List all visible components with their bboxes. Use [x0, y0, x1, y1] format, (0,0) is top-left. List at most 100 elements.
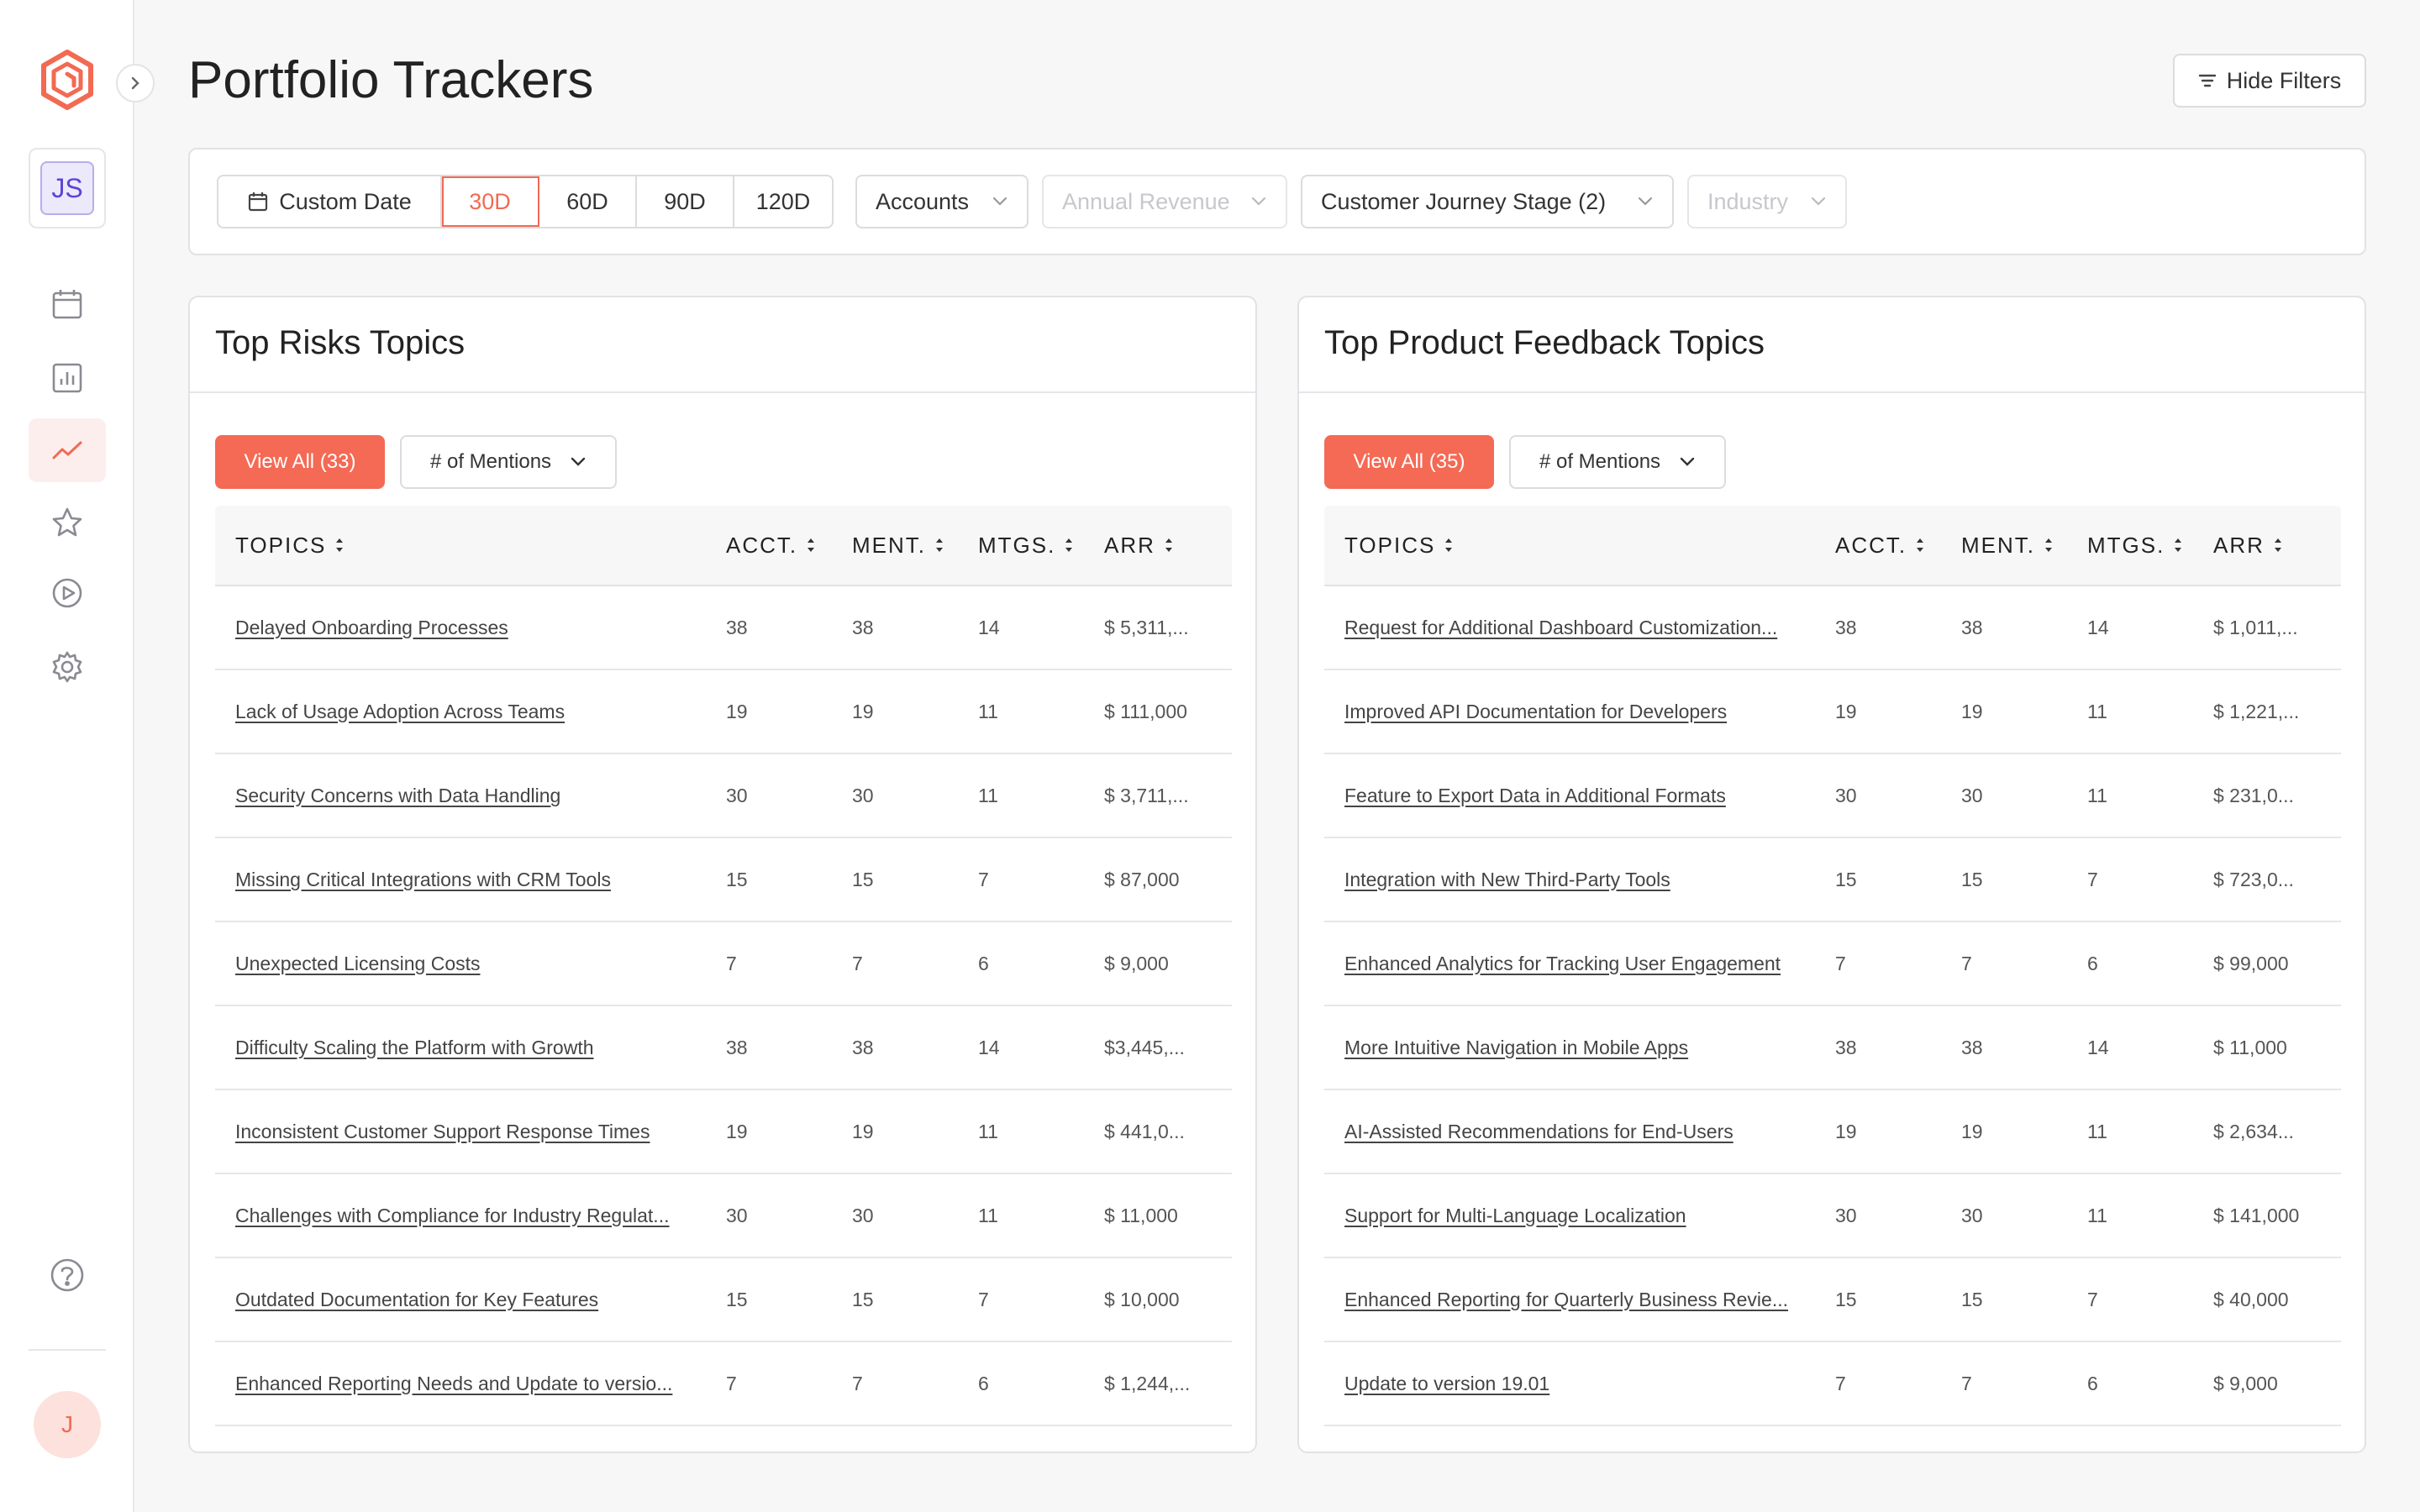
column-header-ment[interactable]: MENT. — [852, 533, 978, 559]
table-cell: Missing Critical Integrations with CRM T… — [215, 869, 726, 891]
topic-link[interactable]: Improved API Documentation for Developer… — [1344, 700, 1728, 722]
nav-calendar[interactable] — [29, 272, 106, 336]
ment-cell: 19 — [1961, 700, 1983, 722]
topic-link[interactable]: Update to version 19.01 — [1344, 1372, 1550, 1394]
table-cell: 30 — [1835, 1205, 1961, 1227]
topic-link[interactable]: More Intuitive Navigation in Mobile Apps — [1344, 1036, 1689, 1058]
table-cell: Request for Additional Dashboard Customi… — [1324, 617, 1835, 639]
table-cell: AI-Assisted Recommendations for End-User… — [1324, 1121, 1835, 1143]
nav-settings[interactable] — [29, 635, 106, 699]
table-row: Update to version 19.01 7 7 6 $ 9,000 — [1324, 1342, 2341, 1426]
topic-link[interactable]: Security Concerns with Data Handling — [235, 784, 561, 806]
table-cell: 30 — [726, 1205, 852, 1227]
mtgs-cell: 6 — [2087, 952, 2098, 974]
topic-link[interactable]: Delayed Onboarding Processes — [235, 616, 508, 638]
column-header-topics[interactable]: TOPICS — [215, 533, 726, 559]
accounts-label: Accounts — [876, 188, 970, 214]
table-cell: $ 1,221,... — [2213, 701, 2341, 723]
column-header-acct[interactable]: ACCT. — [726, 533, 852, 559]
journey-stage-dropdown[interactable]: Customer Journey Stage (2) — [1301, 175, 1674, 228]
topic-link[interactable]: AI-Assisted Recommendations for End-User… — [1344, 1120, 1733, 1142]
range-60d-button[interactable]: 60D — [539, 176, 637, 227]
column-label: MTGS. — [2087, 532, 2165, 558]
arr-cell: $ 40,000 — [2213, 1288, 2289, 1310]
table-cell: 7 — [1961, 953, 2087, 975]
table-cell: $ 87,000 — [1104, 869, 1232, 891]
sidebar-divider — [29, 1349, 106, 1351]
column-header-mtgs[interactable]: MTGS. — [2087, 533, 2213, 559]
column-header-acct[interactable]: ACCT. — [1835, 533, 1961, 559]
nav-favorites[interactable] — [29, 491, 106, 554]
table-row: Security Concerns with Data Handling 30 30… — [215, 754, 1232, 838]
risks-view-all-button[interactable]: View All (33) — [215, 435, 385, 489]
topic-link[interactable]: Challenges with Compliance for Industry … — [235, 1204, 670, 1226]
column-header-topics[interactable]: TOPICS — [1324, 533, 1835, 559]
ment-cell: 19 — [852, 700, 874, 722]
hide-filters-button[interactable]: Hide Filters — [2173, 54, 2366, 108]
topic-link[interactable]: Enhanced Reporting Needs and Update to v… — [235, 1372, 673, 1394]
column-header-arr[interactable]: ARR — [2213, 533, 2341, 559]
range-90d-button[interactable]: 90D — [637, 176, 734, 227]
table-cell: Enhanced Reporting Needs and Update to v… — [215, 1373, 726, 1395]
arr-cell: $ 87,000 — [1104, 868, 1180, 890]
table-cell: 15 — [726, 1289, 852, 1311]
sort-icon — [1917, 538, 1924, 552]
arr-cell: $ 231,0... — [2213, 784, 2294, 806]
table-cell: $ 723,0... — [2213, 869, 2341, 891]
chevron-down-icon — [571, 457, 586, 466]
table-row: Difficulty Scaling the Platform with Gro… — [215, 1006, 1232, 1090]
sidebar: JS — [0, 0, 134, 1512]
sort-icon — [2175, 538, 2182, 552]
ment-cell: 38 — [852, 1036, 874, 1058]
feedback-metric-dropdown[interactable]: # of Mentions — [1509, 435, 1726, 489]
table-row: Lack of Usage Adoption Across Teams 19 19 1… — [215, 670, 1232, 754]
nav-recordings[interactable] — [29, 561, 106, 625]
industry-dropdown[interactable]: Industry — [1687, 175, 1847, 228]
nav-reports[interactable] — [29, 346, 106, 410]
table-cell: Update to version 19.01 — [1324, 1373, 1835, 1395]
topic-link[interactable]: Integration with New Third-Party Tools — [1344, 868, 1670, 890]
nav-trackers[interactable] — [29, 418, 106, 482]
expand-sidebar-button[interactable] — [116, 64, 155, 102]
accounts-dropdown[interactable]: Accounts — [855, 175, 1028, 228]
table-row: Enhanced Analytics for Tracking User Eng… — [1324, 922, 2341, 1006]
table-cell: 19 — [1835, 701, 1961, 723]
annual-revenue-dropdown[interactable]: Annual Revenue — [1042, 175, 1287, 228]
table-cell: Security Concerns with Data Handling — [215, 785, 726, 807]
range-120d-button[interactable]: 120D — [755, 188, 811, 214]
topic-link[interactable]: Lack of Usage Adoption Across Teams — [235, 700, 566, 722]
feedback-view-all-button[interactable]: View All (35) — [1324, 435, 1494, 489]
table-cell: 19 — [726, 1121, 852, 1143]
column-header-arr[interactable]: ARR — [1104, 533, 1232, 559]
table-row: AI-Assisted Recommendations for End-User… — [1324, 1090, 2341, 1174]
avatar-initial: J — [61, 1411, 73, 1437]
brand-logo-icon[interactable] — [39, 49, 96, 111]
topic-link[interactable]: Request for Additional Dashboard Customi… — [1344, 616, 1778, 638]
topic-link[interactable]: Enhanced Analytics for Tracking User Eng… — [1344, 952, 1781, 974]
topic-link[interactable]: Outdated Documentation for Key Features — [235, 1288, 599, 1310]
table-row: Feature to Export Data in Additional For… — [1324, 754, 2341, 838]
topic-link[interactable]: Inconsistent Customer Support Response T… — [235, 1120, 650, 1142]
custom-date-button[interactable]: Custom Date — [218, 176, 442, 227]
card-divider — [190, 391, 1255, 393]
topic-link[interactable]: Support for Multi-Language Localization — [1344, 1204, 1686, 1226]
user-avatar[interactable]: J — [34, 1391, 101, 1458]
topic-link[interactable]: Enhanced Reporting for Quarterly Busines… — [1344, 1288, 1788, 1310]
workspace-switcher[interactable]: JS — [29, 148, 106, 228]
topic-link[interactable]: Missing Critical Integrations with CRM T… — [235, 868, 611, 890]
arr-cell: $ 11,000 — [1104, 1204, 1178, 1226]
topic-link[interactable]: Feature to Export Data in Additional For… — [1344, 784, 1726, 806]
column-header-ment[interactable]: MENT. — [1961, 533, 2087, 559]
help-icon[interactable] — [49, 1257, 86, 1294]
risks-metric-dropdown[interactable]: # of Mentions — [400, 435, 617, 489]
table-cell: $ 11,000 — [2213, 1037, 2341, 1059]
column-header-mtgs[interactable]: MTGS. — [978, 533, 1104, 559]
table-cell: 30 — [726, 785, 852, 807]
topic-link[interactable]: Difficulty Scaling the Platform with Gro… — [235, 1036, 594, 1058]
table-row: Request for Additional Dashboard Customi… — [1324, 586, 2341, 670]
risks-metric-label: # of Mentions — [429, 450, 552, 473]
topic-link[interactable]: Unexpected Licensing Costs — [235, 952, 481, 974]
table-cell: 7 — [726, 1373, 852, 1395]
range-30d-button[interactable]: 30D — [442, 176, 539, 227]
table-cell: Improved API Documentation for Developer… — [1324, 701, 1835, 723]
